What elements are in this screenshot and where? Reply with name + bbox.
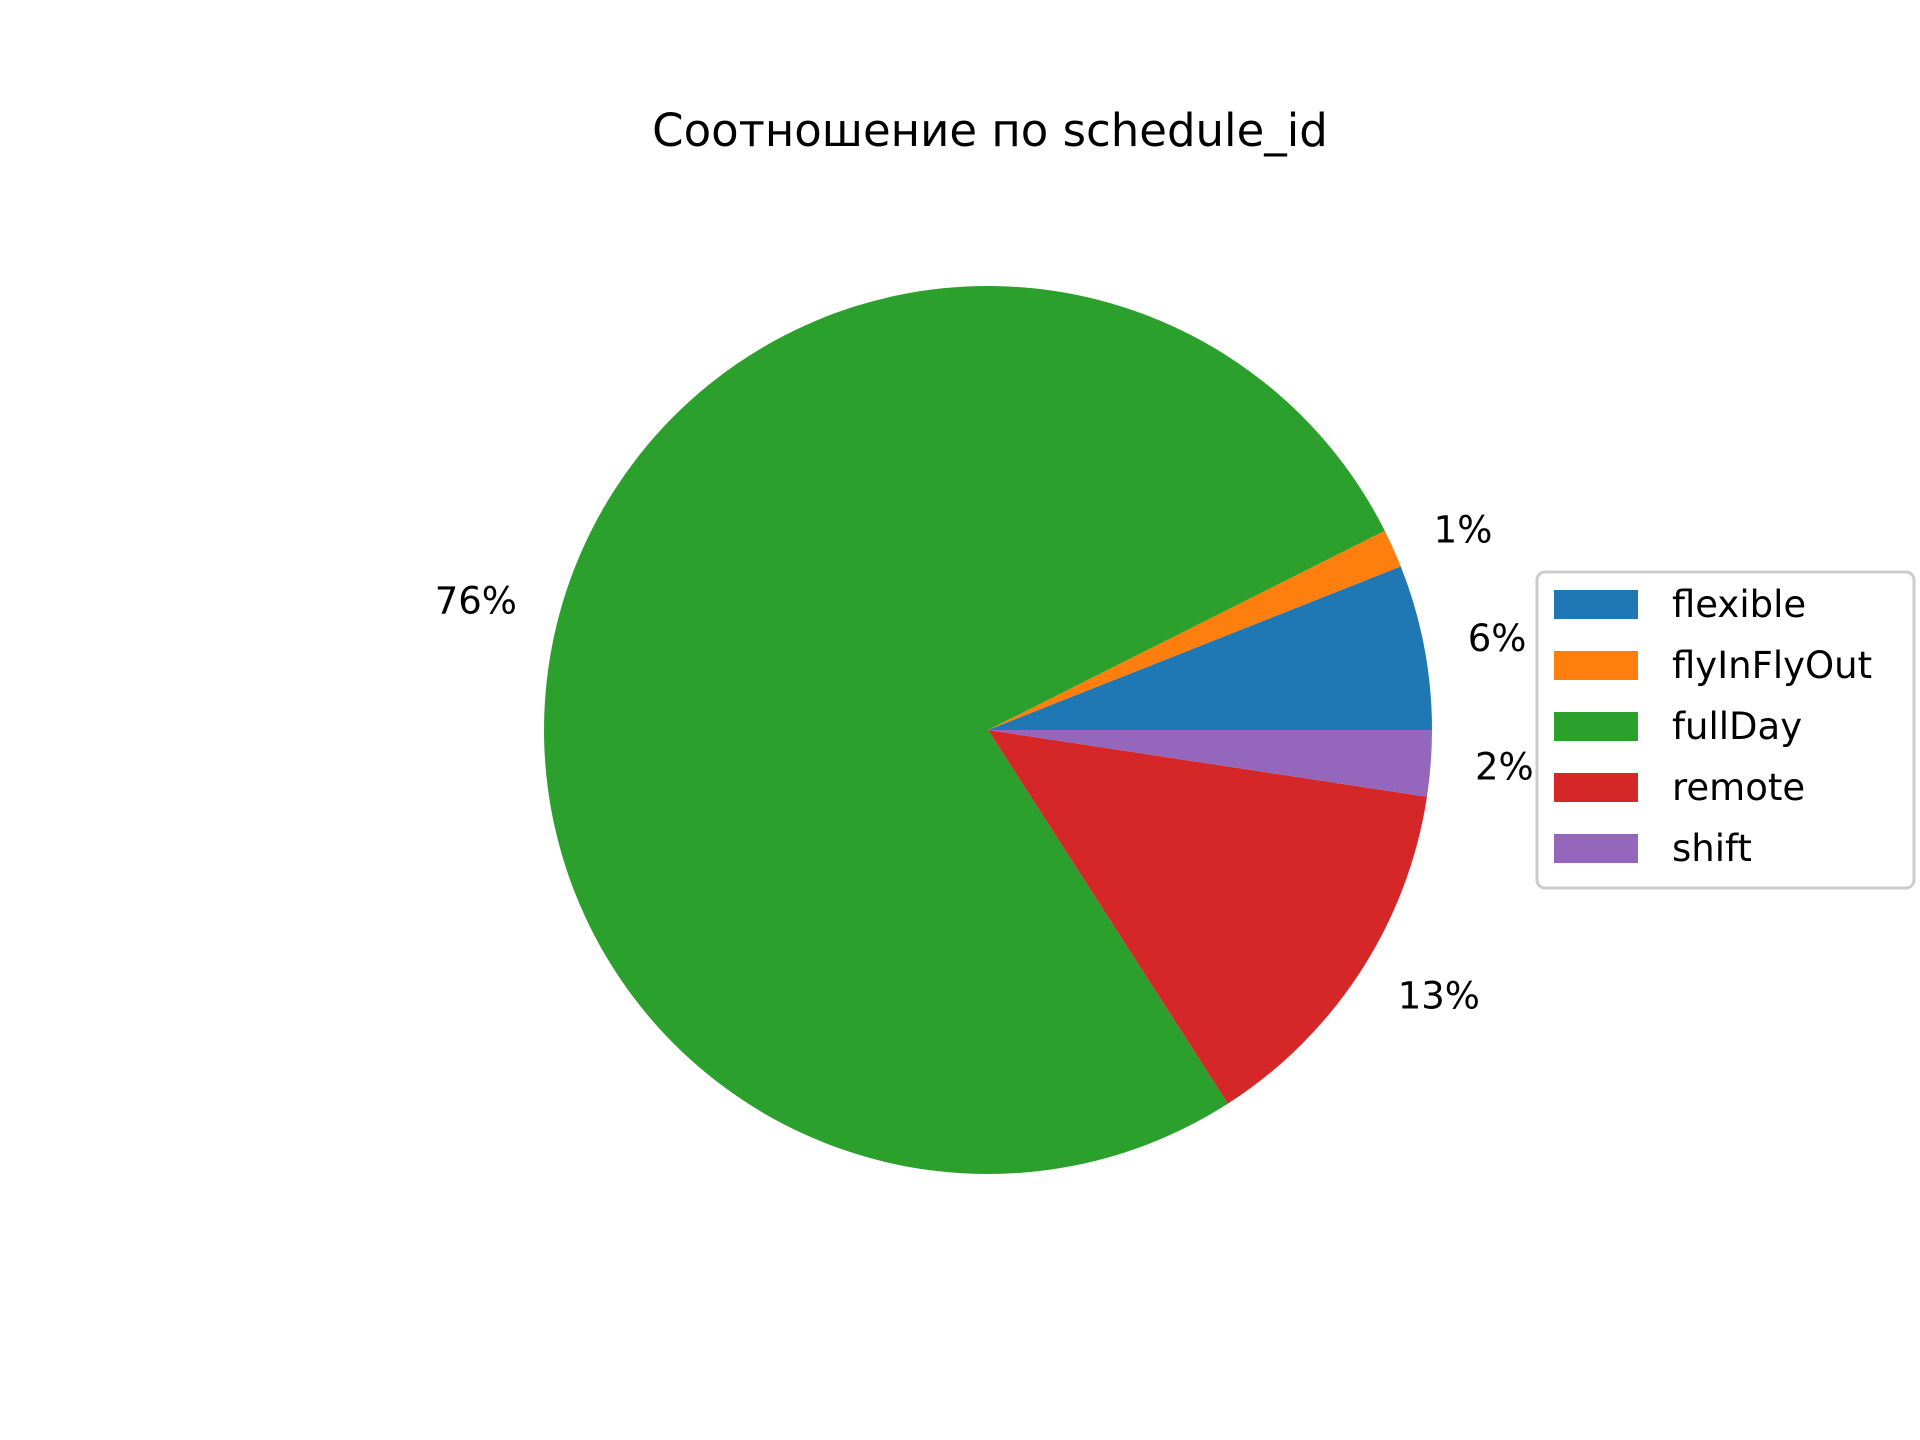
chart-title: Соотношение по schedule_id xyxy=(652,104,1328,157)
pie-slice-flyInFlyOut xyxy=(988,530,1401,730)
legend: flexible flyInFlyOut fullDay remote shift xyxy=(1535,570,1916,890)
legend-swatch-flexible xyxy=(1554,590,1638,619)
pie-slice-flexible xyxy=(988,566,1432,730)
pie-percent-labels: 6% 1% 76% 13% 2% xyxy=(435,509,1534,1018)
legend-label-shift: shift xyxy=(1672,827,1752,870)
legend-label-flexible: flexible xyxy=(1672,583,1806,626)
legend-label-flyInFlyOut: flyInFlyOut xyxy=(1672,644,1872,687)
legend-label-fullDay: fullDay xyxy=(1672,705,1802,748)
legend-label-remote: remote xyxy=(1672,766,1805,809)
pie-slice-shift xyxy=(988,730,1432,797)
pie-slice-fullDay xyxy=(544,285,1385,1174)
percent-label-fullDay: 76% xyxy=(435,579,517,622)
legend-swatch-fullDay xyxy=(1554,712,1638,741)
legend-swatch-flyInFlyOut xyxy=(1554,651,1638,680)
pie-slice-remote xyxy=(988,730,1427,1104)
percent-label-remote: 13% xyxy=(1398,974,1480,1017)
pie-slices xyxy=(544,285,1432,1174)
percent-label-flexible: 6% xyxy=(1468,617,1527,660)
legend-swatch-remote xyxy=(1554,773,1638,802)
percent-label-shift: 2% xyxy=(1475,745,1534,788)
legend-items: flexible flyInFlyOut fullDay remote shift xyxy=(1554,583,1872,870)
percent-label-flyInFlyOut: 1% xyxy=(1434,509,1493,552)
legend-swatch-shift xyxy=(1554,834,1638,863)
